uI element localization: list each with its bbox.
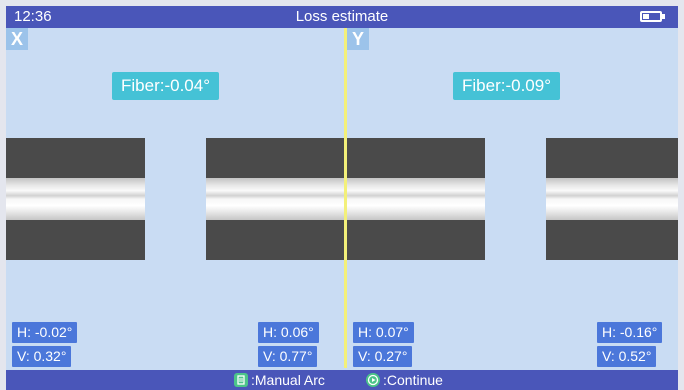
- view-divider: [344, 28, 347, 368]
- y-left-h-offset: H: 0.07°: [353, 322, 414, 343]
- x-left-fiber: [6, 138, 145, 260]
- y-view-label: Y: [347, 28, 370, 50]
- x-fiber-angle: Fiber:-0.04°: [112, 72, 220, 100]
- x-left-v-offset: V: 0.32°: [12, 346, 72, 367]
- y-fiber-angle: Fiber:-0.09°: [453, 72, 561, 100]
- y-right-fiber: [546, 138, 678, 260]
- y-right-h-offset: H: -0.16°: [597, 322, 663, 343]
- y-right-v-offset: V: 0.52°: [597, 346, 657, 367]
- x-view-panel: X Fiber:-0.04° H: -0.02° V: 0.32° H: 0.0…: [6, 28, 344, 368]
- manual-arc-label: :Manual Arc: [251, 372, 325, 388]
- x-right-h-offset: H: 0.06°: [258, 322, 319, 343]
- continue-label: :Continue: [383, 372, 443, 388]
- clock: 12:36: [14, 8, 52, 25]
- x-view-label: X: [6, 28, 29, 50]
- manual-arc-key-icon: [234, 373, 248, 387]
- battery-icon: [640, 11, 662, 22]
- screen-title: Loss estimate: [295, 8, 389, 25]
- status-bar: 12:36 Loss estimate: [6, 6, 678, 28]
- x-right-v-offset: V: 0.77°: [258, 346, 318, 367]
- continue-hint[interactable]: :Continue: [366, 372, 443, 388]
- continue-key-icon: [366, 373, 380, 387]
- y-view-panel: Y Fiber:-0.09° H: 0.07° V: 0.27° H: -0.1…: [347, 28, 678, 368]
- fusion-splicer-screen: 12:36 Loss estimate X Fiber:-0.04° H: -0…: [6, 6, 678, 390]
- key-hint-bar: :Manual Arc :Continue: [6, 370, 678, 390]
- y-left-fiber: [347, 138, 485, 260]
- battery-tip: [662, 14, 665, 19]
- x-left-h-offset: H: -0.02°: [12, 322, 78, 343]
- manual-arc-hint[interactable]: :Manual Arc: [234, 372, 325, 388]
- x-right-fiber: [206, 138, 344, 260]
- y-left-v-offset: V: 0.27°: [353, 346, 413, 367]
